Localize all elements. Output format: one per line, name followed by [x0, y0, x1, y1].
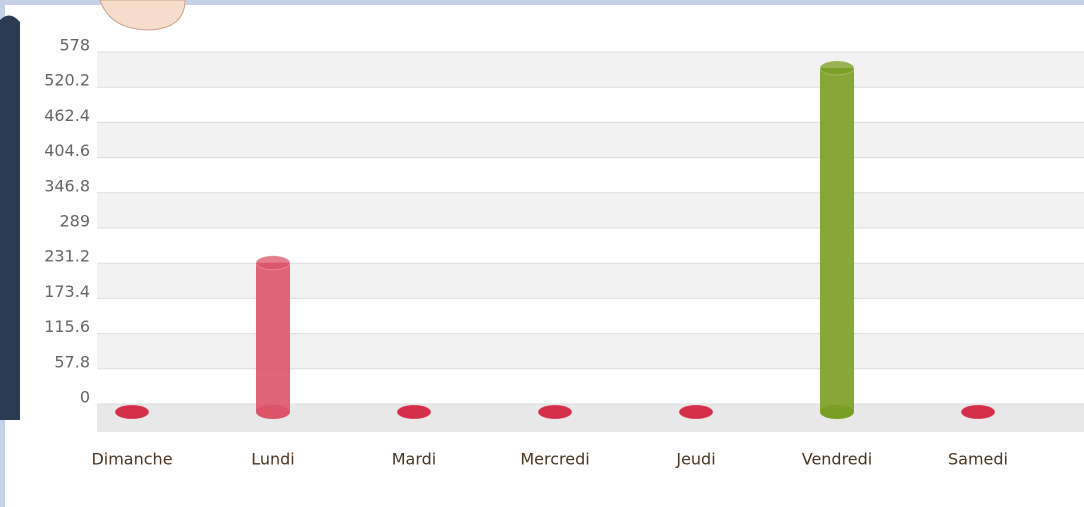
- bar-cap: [114, 404, 150, 420]
- bar-cap: [678, 404, 714, 420]
- mascot: [0, 15, 20, 420]
- x-tick-label: Samedi: [948, 450, 1008, 469]
- x-tick-label: Dimanche: [91, 450, 172, 469]
- y-tick-label: 346.8: [44, 176, 90, 195]
- y-tick-label: 0: [80, 388, 90, 407]
- bar: [256, 262, 290, 412]
- grid-band: [97, 122, 1084, 158]
- y-tick-label: 404.6: [44, 141, 90, 160]
- y-tick-label: 57.8: [54, 352, 90, 371]
- bar: [820, 67, 854, 412]
- grid-band: [97, 263, 1084, 299]
- grid-band: [97, 192, 1084, 228]
- bar-cap: [396, 404, 432, 420]
- grid-band: [97, 333, 1084, 369]
- bar-cap: [255, 255, 291, 271]
- mascot-hand: [99, 0, 186, 31]
- x-tick-label: Mercredi: [520, 450, 589, 469]
- grid-band: [97, 298, 1084, 334]
- bar-cap: [960, 404, 996, 420]
- bar-cap: [819, 60, 855, 76]
- floor: [97, 404, 1084, 432]
- grid-band: [97, 157, 1084, 193]
- y-tick-label: 231.2: [44, 247, 90, 266]
- y-tick-label: 520.2: [44, 71, 90, 90]
- grid-band: [97, 228, 1084, 264]
- grid-band: [97, 368, 1084, 404]
- y-tick-label: 115.6: [44, 317, 90, 336]
- x-tick-label: Vendredi: [802, 450, 873, 469]
- grid-band: [97, 52, 1084, 88]
- y-tick-label: 578: [59, 36, 90, 55]
- x-tick-label: Mardi: [392, 450, 437, 469]
- y-tick-label: 462.4: [44, 106, 90, 125]
- grid-band: [97, 87, 1084, 123]
- x-tick-label: Lundi: [251, 450, 295, 469]
- y-tick-label: 173.4: [44, 282, 90, 301]
- x-tick-label: Jeudi: [675, 450, 715, 469]
- bar-cap: [537, 404, 573, 420]
- bar-base: [820, 405, 854, 419]
- bar-base: [256, 405, 290, 419]
- y-tick-label: 289: [59, 212, 90, 231]
